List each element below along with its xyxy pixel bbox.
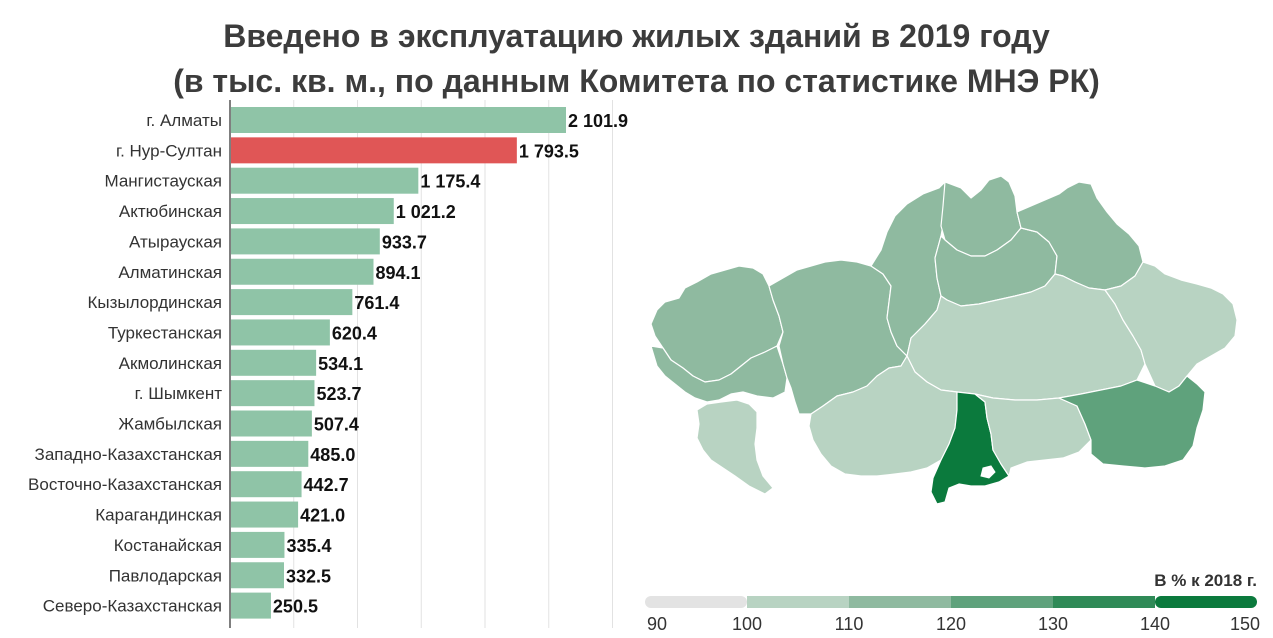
map-region-mangistau[interactable] — [696, 399, 774, 495]
legend-swatch — [645, 596, 747, 608]
category-label: Алматинская — [118, 263, 222, 282]
value-label: 1 175.4 — [420, 172, 480, 192]
map-region-vko[interactable] — [1104, 261, 1238, 393]
legend-tick: 100 — [732, 614, 762, 632]
bar[interactable] — [231, 531, 285, 558]
value-label: 442.7 — [304, 475, 349, 495]
category-label: г. Нур-Султан — [116, 141, 222, 160]
map-regions — [650, 175, 1238, 505]
bar[interactable] — [231, 258, 374, 285]
category-label: Жамбылская — [118, 415, 222, 434]
category-label: Туркестанская — [108, 323, 222, 342]
value-label: 894.1 — [376, 263, 421, 283]
legend-tick: 90 — [647, 614, 667, 632]
legend-swatch — [849, 596, 951, 608]
legend-swatch — [1155, 596, 1257, 608]
bar[interactable] — [231, 228, 380, 255]
category-label: Мангистауская — [104, 172, 222, 191]
chart-subtitle: (в тыс. кв. м., по данным Комитета по ст… — [173, 63, 1100, 99]
legend-title: В % к 2018 г. — [1154, 571, 1257, 590]
color-legend: В % к 2018 г. 90 100 110 120 130 140 150 — [645, 571, 1260, 632]
bar[interactable] — [231, 107, 566, 133]
value-label: 332.5 — [286, 566, 331, 586]
legend-tick: 140 — [1140, 614, 1170, 632]
value-label: 523.7 — [316, 384, 361, 404]
value-label: 485.0 — [310, 445, 355, 465]
value-label: 534.1 — [318, 354, 363, 374]
bar[interactable] — [231, 167, 419, 194]
bar[interactable] — [231, 198, 394, 225]
legend-swatch — [951, 596, 1053, 608]
bar[interactable] — [231, 410, 312, 437]
value-label: 250.5 — [273, 597, 318, 617]
bar[interactable] — [231, 592, 271, 619]
value-label: 933.7 — [382, 232, 427, 252]
category-label: Северо-Казахстанская — [43, 597, 222, 616]
value-label: 1 793.5 — [519, 141, 579, 161]
value-label: 620.4 — [332, 323, 377, 343]
category-label: Атырауская — [129, 232, 222, 251]
legend-tick: 130 — [1038, 614, 1068, 632]
category-label: Западно-Казахстанская — [35, 445, 222, 464]
chart-title: Введено в эксплуатацию жилых зданий в 20… — [223, 18, 1050, 54]
bar[interactable] — [231, 471, 302, 498]
legend-scale — [645, 596, 1257, 608]
legend-swatch — [747, 596, 849, 608]
bar[interactable] — [231, 562, 284, 589]
category-label: Кызылординская — [87, 293, 222, 312]
value-label: 1 021.2 — [396, 202, 456, 222]
bars: г. Алматы 2 101.9 г. Нур-Султан 1 793.5 Манг… — [28, 107, 628, 619]
category-label: Павлодарская — [109, 566, 222, 585]
bar[interactable] — [231, 289, 353, 316]
category-label: Костанайская — [114, 536, 222, 555]
value-label: 421.0 — [300, 506, 345, 526]
category-label: Восточно-Казахстанская — [28, 475, 222, 494]
bar[interactable] — [231, 501, 299, 528]
bar[interactable] — [231, 440, 309, 467]
map-region-zhambyl[interactable] — [974, 393, 1092, 477]
map-region-almaty[interactable] — [1058, 375, 1206, 469]
category-label: Акмолинская — [119, 354, 222, 373]
legend-tick: 110 — [835, 614, 864, 632]
kazakhstan-map — [650, 175, 1238, 505]
value-label: 507.4 — [314, 415, 359, 435]
category-label: Актюбинская — [119, 202, 222, 221]
legend-ticks: 90 100 110 120 130 140 150 — [647, 614, 1260, 632]
bar[interactable] — [231, 319, 330, 346]
legend-tick: 150 — [1230, 614, 1260, 632]
bar[interactable] — [231, 137, 517, 164]
bar-chart: г. Алматы 2 101.9 г. Нур-Султан 1 793.5 Манг… — [28, 100, 628, 628]
category-label: г. Алматы — [146, 111, 222, 130]
map-city-shymkent[interactable] — [980, 465, 996, 479]
bar[interactable] — [231, 349, 317, 376]
category-label: г. Шымкент — [135, 384, 223, 403]
value-label: 335.4 — [286, 536, 331, 556]
value-label: 761.4 — [354, 293, 399, 313]
legend-swatch — [1053, 596, 1155, 608]
value-label: 2 101.9 — [568, 111, 628, 131]
bar[interactable] — [231, 380, 315, 407]
category-label: Карагандинская — [95, 506, 222, 525]
legend-tick: 120 — [936, 614, 966, 632]
